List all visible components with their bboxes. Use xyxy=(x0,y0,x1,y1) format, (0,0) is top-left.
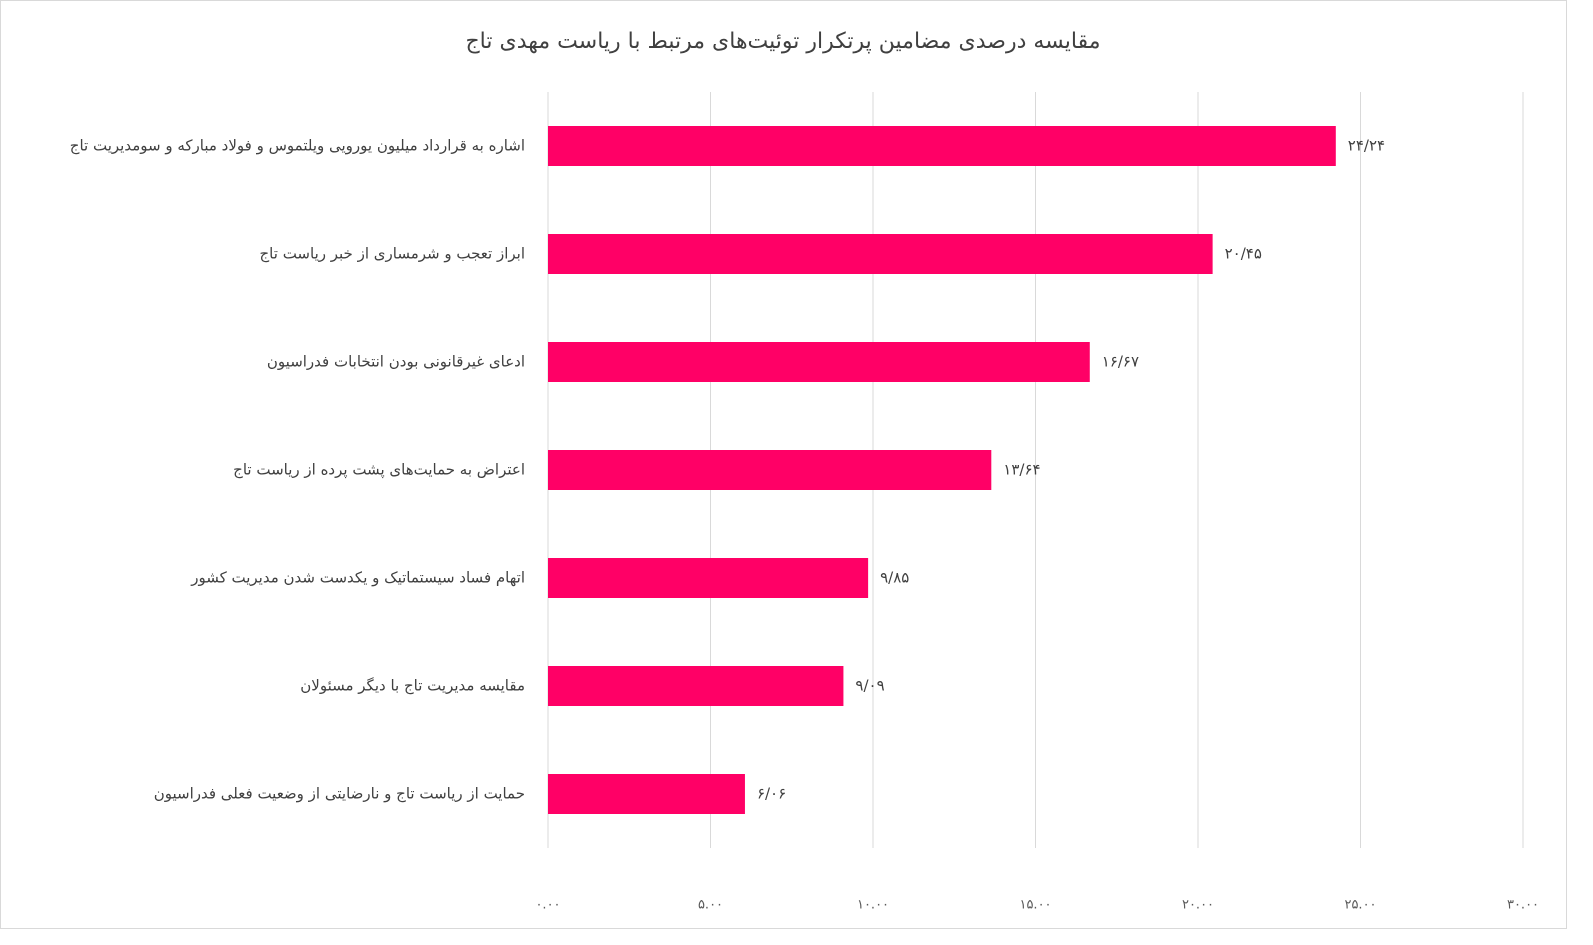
value-label: ۶/۰۶ xyxy=(757,785,786,803)
bar xyxy=(548,126,1336,166)
bar xyxy=(548,450,992,490)
category-label: اتهام فساد سیستماتیک و یکدست شدن مدیریت … xyxy=(190,569,525,587)
value-label: ۲۴/۲۴ xyxy=(1348,137,1385,155)
bar xyxy=(548,774,745,814)
category-label: مقایسه مدیریت تاج با دیگر مسئولان xyxy=(300,677,525,696)
x-tick-label: ۲۵.۰۰ xyxy=(1344,898,1376,913)
bar xyxy=(548,234,1213,274)
category-label: ادعای غیرقانونی بودن انتخابات فدراسیون xyxy=(267,353,525,371)
x-tick-label: ۵.۰۰ xyxy=(698,898,723,913)
bar xyxy=(548,558,869,598)
x-tick-label: ۱۵.۰۰ xyxy=(1019,898,1051,913)
category-label: اعتراض به حمایت‌های پشت پرده از ریاست تا… xyxy=(233,461,525,480)
bar xyxy=(548,342,1090,382)
x-tick-label: ۲۰.۰۰ xyxy=(1182,898,1214,913)
bar xyxy=(548,666,844,706)
value-label: ۱۶/۶۷ xyxy=(1102,353,1139,371)
x-tick-label: ۰.۰۰ xyxy=(535,898,560,913)
x-tick-label: ۳۰.۰۰ xyxy=(1507,898,1539,913)
category-label: ابراز تعجب و شرمساری از خبر ریاست تاج xyxy=(260,245,526,264)
category-label: اشاره به قرارداد میلیون یورویی ویلتموس و… xyxy=(70,137,525,156)
value-label: ۹/۰۹ xyxy=(855,677,884,695)
value-label: ۹/۸۵ xyxy=(880,569,909,587)
chart-title: مقایسه درصدی مضامین پرتکرار توئیت‌های مر… xyxy=(465,29,1100,54)
value-label: ۱۳/۶۴ xyxy=(1003,461,1040,479)
value-label: ۲۰/۴۵ xyxy=(1225,245,1262,263)
category-label: حمایت از ریاست تاج و نارضایتی از وضعیت ف… xyxy=(154,785,525,804)
x-tick-label: ۱۰.۰۰ xyxy=(857,898,889,913)
